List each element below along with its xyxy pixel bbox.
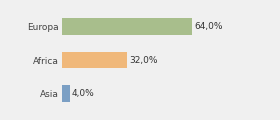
Bar (62, 52, 127, 68)
Bar (62, 18, 192, 35)
Text: 64,0%: 64,0% (194, 22, 223, 31)
Bar (62, 85, 70, 102)
Text: 32,0%: 32,0% (129, 55, 158, 65)
Text: 4,0%: 4,0% (72, 89, 95, 98)
